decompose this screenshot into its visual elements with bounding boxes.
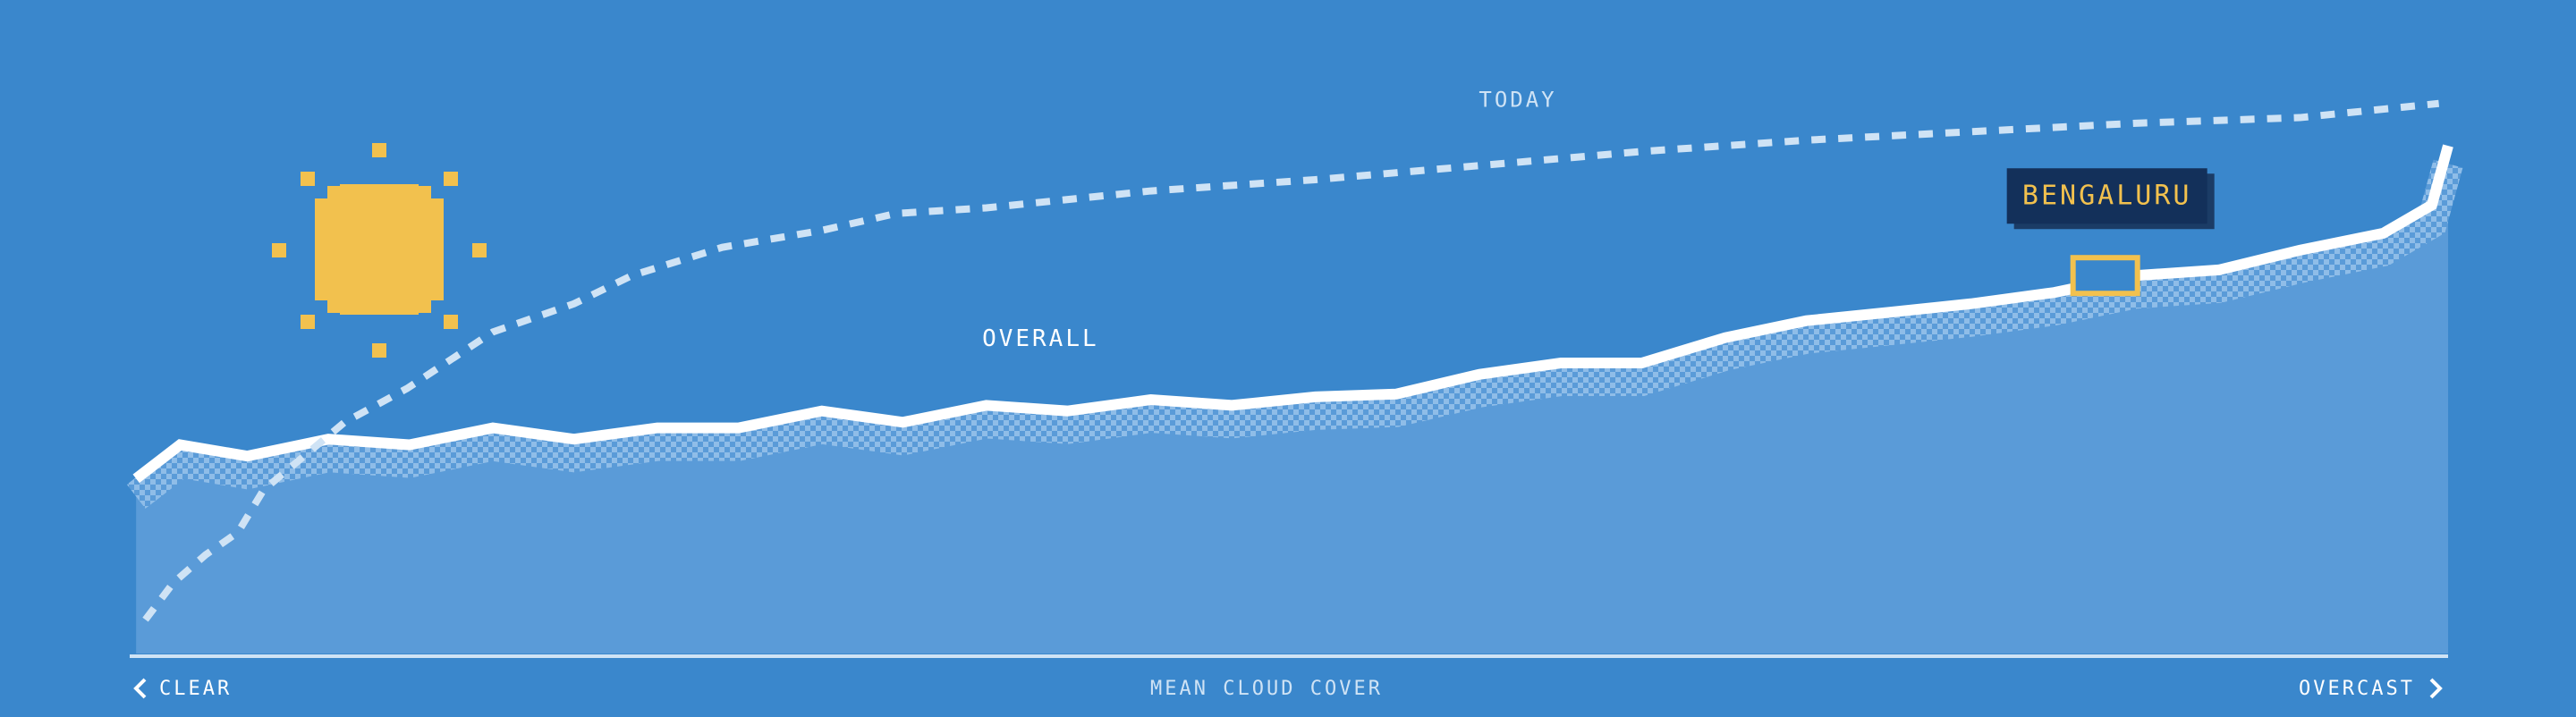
series-label: TODAY [1479, 87, 1556, 112]
series-label: OVERALL [982, 325, 1099, 352]
x-start-label: CLEAR [159, 678, 232, 700]
left-arrow [133, 678, 147, 699]
today-line [142, 99, 2440, 622]
right-arrow [2429, 678, 2443, 699]
annotation-label: BENGALURU [2022, 181, 2192, 212]
x-end-label: OVERCAST [2299, 678, 2415, 700]
marker [2070, 255, 2140, 297]
sun [272, 143, 487, 358]
label-box [2006, 168, 2207, 224]
x-axis-title: MEAN CLOUD COVER [1150, 678, 1383, 700]
